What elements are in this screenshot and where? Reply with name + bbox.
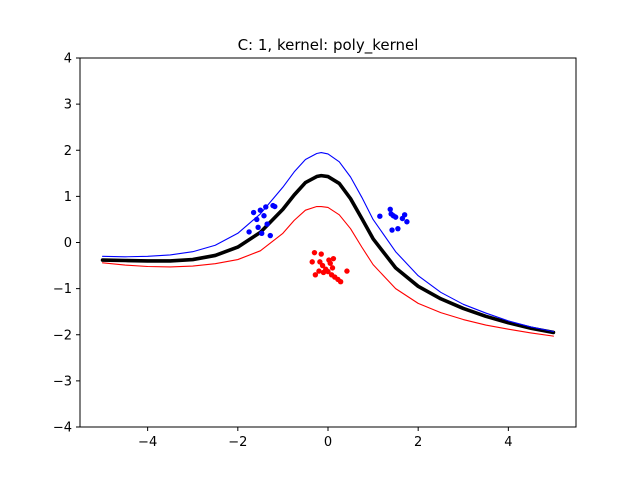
point-0-20 — [401, 212, 408, 218]
point-0-3 — [255, 224, 261, 230]
point-0-17 — [392, 214, 399, 220]
x-tick-label-3: 2 — [414, 435, 422, 450]
point-0-21 — [404, 219, 410, 225]
point-0-15 — [389, 227, 395, 233]
point-1-18 — [344, 268, 350, 274]
y-tick-label-4: 0 — [64, 236, 72, 251]
y-tick-label-5: 1 — [64, 190, 72, 205]
point-0-9 — [267, 232, 273, 239]
point-0-18 — [395, 225, 401, 232]
point-0-2 — [254, 216, 260, 223]
curve-layer — [100, 152, 556, 337]
point-layer — [246, 202, 410, 285]
point-0-4 — [257, 207, 264, 213]
point-1-2 — [312, 272, 319, 278]
y-tick-label-3: −1 — [53, 282, 72, 297]
x-tick-label-0: −4 — [138, 435, 157, 450]
plot-frame — [79, 57, 577, 428]
x-tick-label-2: 0 — [324, 435, 332, 450]
y-tick-label-6: 2 — [64, 144, 72, 159]
point-0-8 — [264, 221, 270, 227]
point-1-11 — [327, 260, 333, 266]
point-1-4 — [317, 259, 323, 265]
point-1-17 — [337, 279, 344, 285]
point-1-14 — [330, 255, 337, 262]
y-tick-label-7: 3 — [64, 98, 72, 113]
point-1-3 — [316, 268, 322, 274]
point-0-11 — [272, 203, 278, 210]
point-0-1 — [250, 209, 257, 216]
point-1-9 — [325, 268, 331, 275]
point-0-5 — [259, 230, 265, 236]
curve-4 — [102, 205, 554, 337]
x-tick-label-1: −2 — [228, 435, 247, 450]
y-tick-label-0: −4 — [53, 421, 72, 436]
point-1-1 — [311, 249, 318, 256]
curve-3 — [102, 152, 554, 333]
y-tick-label-8: 4 — [64, 52, 72, 67]
point-1-0 — [309, 259, 315, 265]
y-tick-label-2: −2 — [53, 328, 72, 343]
point-1-5 — [318, 251, 324, 257]
chart-title: C: 1, kernel: poly_kernel — [238, 36, 419, 55]
point-0-0 — [246, 229, 252, 235]
point-0-13 — [387, 206, 393, 212]
axes: −4 −2 0 2 4 −4 −3 −2 −1 0 1 2 3 4 — [53, 52, 577, 450]
y-tick-label-1: −3 — [53, 374, 72, 389]
point-0-7 — [263, 204, 269, 210]
point-0-6 — [261, 213, 267, 219]
curve-2 — [100, 173, 556, 335]
point-0-12 — [377, 213, 383, 219]
point-1-13 — [329, 265, 336, 271]
x-tick-label-4: 4 — [504, 435, 512, 450]
point-1-6 — [319, 262, 326, 269]
